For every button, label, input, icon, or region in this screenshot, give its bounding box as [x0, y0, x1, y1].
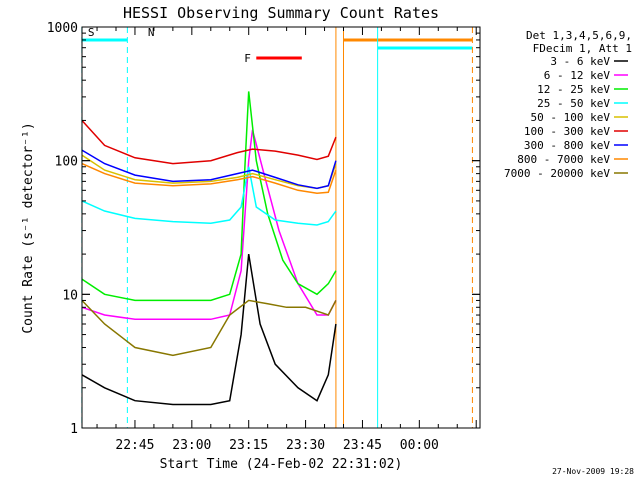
legend-label: 800 - 7000 keV: [517, 153, 610, 166]
series-line: [81, 129, 337, 321]
vertical-markers: [81, 27, 473, 428]
timestamp: 27-Nov-2009 19:28: [552, 467, 634, 476]
legend-label: 12 - 25 keV: [537, 83, 610, 96]
series-line: [81, 162, 337, 195]
state-bar-label: N: [148, 26, 155, 39]
x-tick-label: 22:45: [115, 438, 154, 453]
legend-label: 100 - 300 keV: [524, 125, 610, 138]
legend: Det 1,3,4,5,6,9,FDecim 1, Att 13 - 6 keV…: [504, 29, 632, 180]
x-axis-label: Start Time (24-Feb-02 22:31:02): [160, 457, 403, 472]
series-line: [81, 91, 337, 302]
series-line: [81, 253, 337, 406]
y-tick-label: 100: [55, 155, 78, 170]
y-axis: 1 10 100 1000: [47, 21, 480, 437]
series-lines: [81, 91, 337, 406]
series-line: [81, 166, 337, 226]
plot-frame: [81, 26, 481, 429]
legend-label: 7000 - 20000 keV: [504, 167, 610, 180]
x-tick-label: 23:30: [286, 438, 325, 453]
legend-label: 300 - 800 keV: [524, 139, 610, 152]
y-tick-label: 10: [62, 288, 78, 303]
x-tick-label: 23:15: [229, 438, 268, 453]
state-bar-label: S: [88, 26, 95, 39]
legend-header: Det 1,3,4,5,6,9,: [526, 29, 632, 42]
x-tick-label: 23:00: [172, 438, 211, 453]
x-axis: 22:45 23:00 23:15 23:30 23:45 00:00: [96, 27, 477, 453]
y-tick-label: 1: [70, 422, 78, 437]
chart-title: HESSI Observing Summary Count Rates: [123, 4, 439, 22]
series-line: [81, 119, 337, 165]
legend-label: 50 - 100 keV: [531, 111, 611, 124]
legend-header: FDecim 1, Att 1: [533, 42, 632, 55]
y-tick-label: 1000: [47, 21, 78, 36]
x-tick-label: 23:45: [343, 438, 382, 453]
state-bars: S N F: [81, 26, 473, 65]
series-line: [81, 149, 337, 190]
legend-label: 6 - 12 keV: [544, 69, 611, 82]
x-tick-label: 00:00: [400, 438, 439, 453]
y-axis-label: Count Rate (s⁻¹ detector⁻¹): [21, 122, 36, 333]
series-line: [81, 299, 337, 357]
legend-label: 3 - 6 keV: [550, 55, 610, 68]
state-bar-label: F: [244, 52, 251, 65]
legend-label: 25 - 50 keV: [537, 97, 610, 110]
